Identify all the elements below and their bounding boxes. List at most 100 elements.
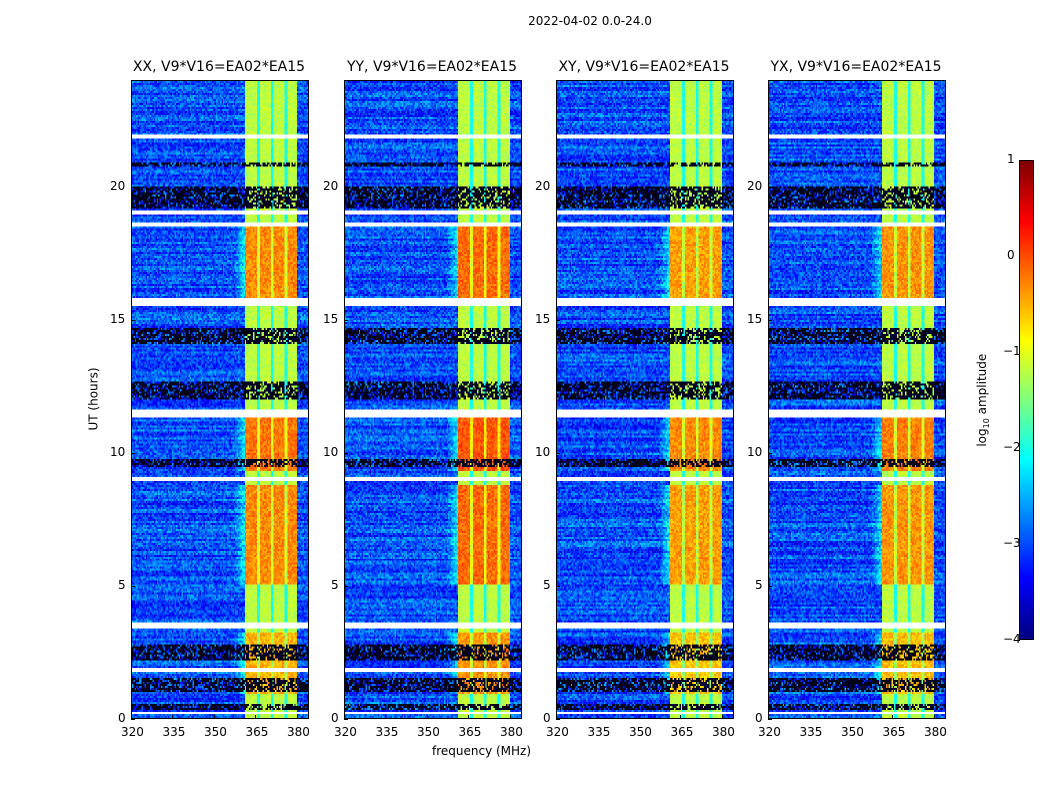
y-tick-label: 10 <box>747 444 763 459</box>
x-tick-label: 335 <box>162 725 186 739</box>
y-tick-mark <box>344 452 348 454</box>
y-tick-mark <box>768 585 772 587</box>
x-tick-mark <box>213 715 215 719</box>
x-tick-mark <box>509 715 511 719</box>
x-tick-mark <box>597 715 599 719</box>
y-tick-label: 5 <box>543 577 551 592</box>
x-tick-mark <box>680 715 682 719</box>
x-tick-label: 380 <box>286 725 310 739</box>
colorbar-tick-label: 0 <box>1007 248 1015 262</box>
x-tick-mark <box>850 715 852 719</box>
y-tick-label: 20 <box>747 178 763 193</box>
x-tick-label: 350 <box>840 725 864 739</box>
figure-title: 2022-04-02 0.0-24.0 <box>528 14 652 28</box>
x-tick-mark <box>809 715 811 719</box>
x-tick-mark <box>426 715 428 719</box>
colorbar-tick-label: 1 <box>1007 152 1015 166</box>
x-tick-label: 335 <box>799 725 823 739</box>
x-tick-mark <box>721 715 723 719</box>
x-tick-label: 365 <box>245 725 269 739</box>
y-tick-label: 15 <box>747 311 763 326</box>
heatmap-panel <box>768 80 946 719</box>
x-tick-label: 335 <box>587 725 611 739</box>
colorbar-tick-label: −3 <box>1003 536 1021 550</box>
x-tick-mark <box>172 715 174 719</box>
colorbar <box>1019 160 1034 640</box>
y-tick-mark <box>768 186 772 188</box>
x-tick-label: 350 <box>203 725 227 739</box>
y-tick-label: 5 <box>331 577 339 592</box>
y-tick-label: 0 <box>543 711 551 725</box>
x-tick-label: 365 <box>670 725 694 739</box>
y-tick-label: 15 <box>535 311 551 326</box>
x-tick-mark <box>638 715 640 719</box>
heatmap-image <box>345 81 521 718</box>
x-tick-mark <box>344 715 345 719</box>
panel-title: YY, V9*V16=EA02*EA15 <box>346 59 518 75</box>
x-tick-label: 335 <box>375 725 399 739</box>
x-tick-label: 365 <box>458 725 482 739</box>
x-tick-label: 380 <box>711 725 735 739</box>
y-tick-mark <box>131 719 135 720</box>
y-tick-label: 0 <box>331 711 339 725</box>
heatmap-panel <box>556 80 734 719</box>
colorbar-label-rest: amplitude <box>974 353 989 419</box>
y-tick-mark <box>556 585 560 587</box>
y-tick-mark <box>556 719 560 720</box>
panel-title: XX, V9*V16=EA02*EA15 <box>132 59 306 75</box>
y-tick-label: 5 <box>118 577 126 592</box>
heatmap-image <box>132 81 308 718</box>
y-tick-mark <box>768 319 772 321</box>
y-tick-mark <box>556 186 560 188</box>
y-tick-mark <box>344 186 348 188</box>
heatmap-panel <box>344 80 522 719</box>
y-tick-label: 10 <box>110 444 126 459</box>
x-tick-label: 320 <box>758 725 781 739</box>
y-tick-label: 5 <box>755 577 763 592</box>
colorbar-label-sub: 10 <box>982 418 992 429</box>
y-tick-mark <box>131 319 135 321</box>
y-tick-mark <box>556 452 560 454</box>
y-tick-label: 10 <box>323 444 339 459</box>
y-tick-mark <box>768 452 772 454</box>
y-tick-label: 10 <box>535 444 551 459</box>
x-tick-label: 350 <box>628 725 652 739</box>
colorbar-tick-label: −2 <box>1003 440 1021 454</box>
x-tick-mark <box>468 715 470 719</box>
heatmap-image <box>557 81 733 718</box>
colorbar-label-base: log <box>974 428 989 447</box>
y-tick-label: 0 <box>118 711 126 725</box>
y-tick-mark <box>344 719 348 720</box>
colorbar-tick-label: −1 <box>1003 344 1021 358</box>
x-tick-label: 320 <box>121 725 144 739</box>
y-tick-label: 20 <box>110 178 126 193</box>
x-tick-mark <box>131 715 132 719</box>
y-tick-mark <box>768 719 772 720</box>
x-tick-label: 365 <box>882 725 906 739</box>
y-tick-mark <box>131 186 135 188</box>
x-tick-label: 380 <box>499 725 523 739</box>
y-tick-mark <box>344 585 348 587</box>
y-tick-label: 15 <box>110 311 126 326</box>
x-tick-label: 350 <box>416 725 440 739</box>
x-tick-mark <box>933 715 935 719</box>
x-axis-label: frequency (MHz) <box>432 744 532 758</box>
x-tick-label: 380 <box>923 725 947 739</box>
y-tick-label: 0 <box>755 711 763 725</box>
y-tick-mark <box>131 452 135 454</box>
heatmap-image <box>769 81 945 718</box>
colorbar-tick-label: −4 <box>1003 632 1021 646</box>
x-tick-mark <box>255 715 257 719</box>
x-tick-mark <box>556 715 557 719</box>
panel-title: YX, V9*V16=EA02*EA15 <box>770 59 942 75</box>
x-tick-label: 320 <box>334 725 357 739</box>
x-tick-mark <box>385 715 387 719</box>
y-tick-mark <box>344 319 348 321</box>
x-tick-mark <box>892 715 894 719</box>
heatmap-panel <box>131 80 309 719</box>
x-tick-mark <box>296 715 298 719</box>
y-tick-label: 20 <box>535 178 551 193</box>
y-tick-label: 15 <box>323 311 339 326</box>
x-tick-mark <box>768 715 769 719</box>
panel-title: XY, V9*V16=EA02*EA15 <box>558 59 730 75</box>
